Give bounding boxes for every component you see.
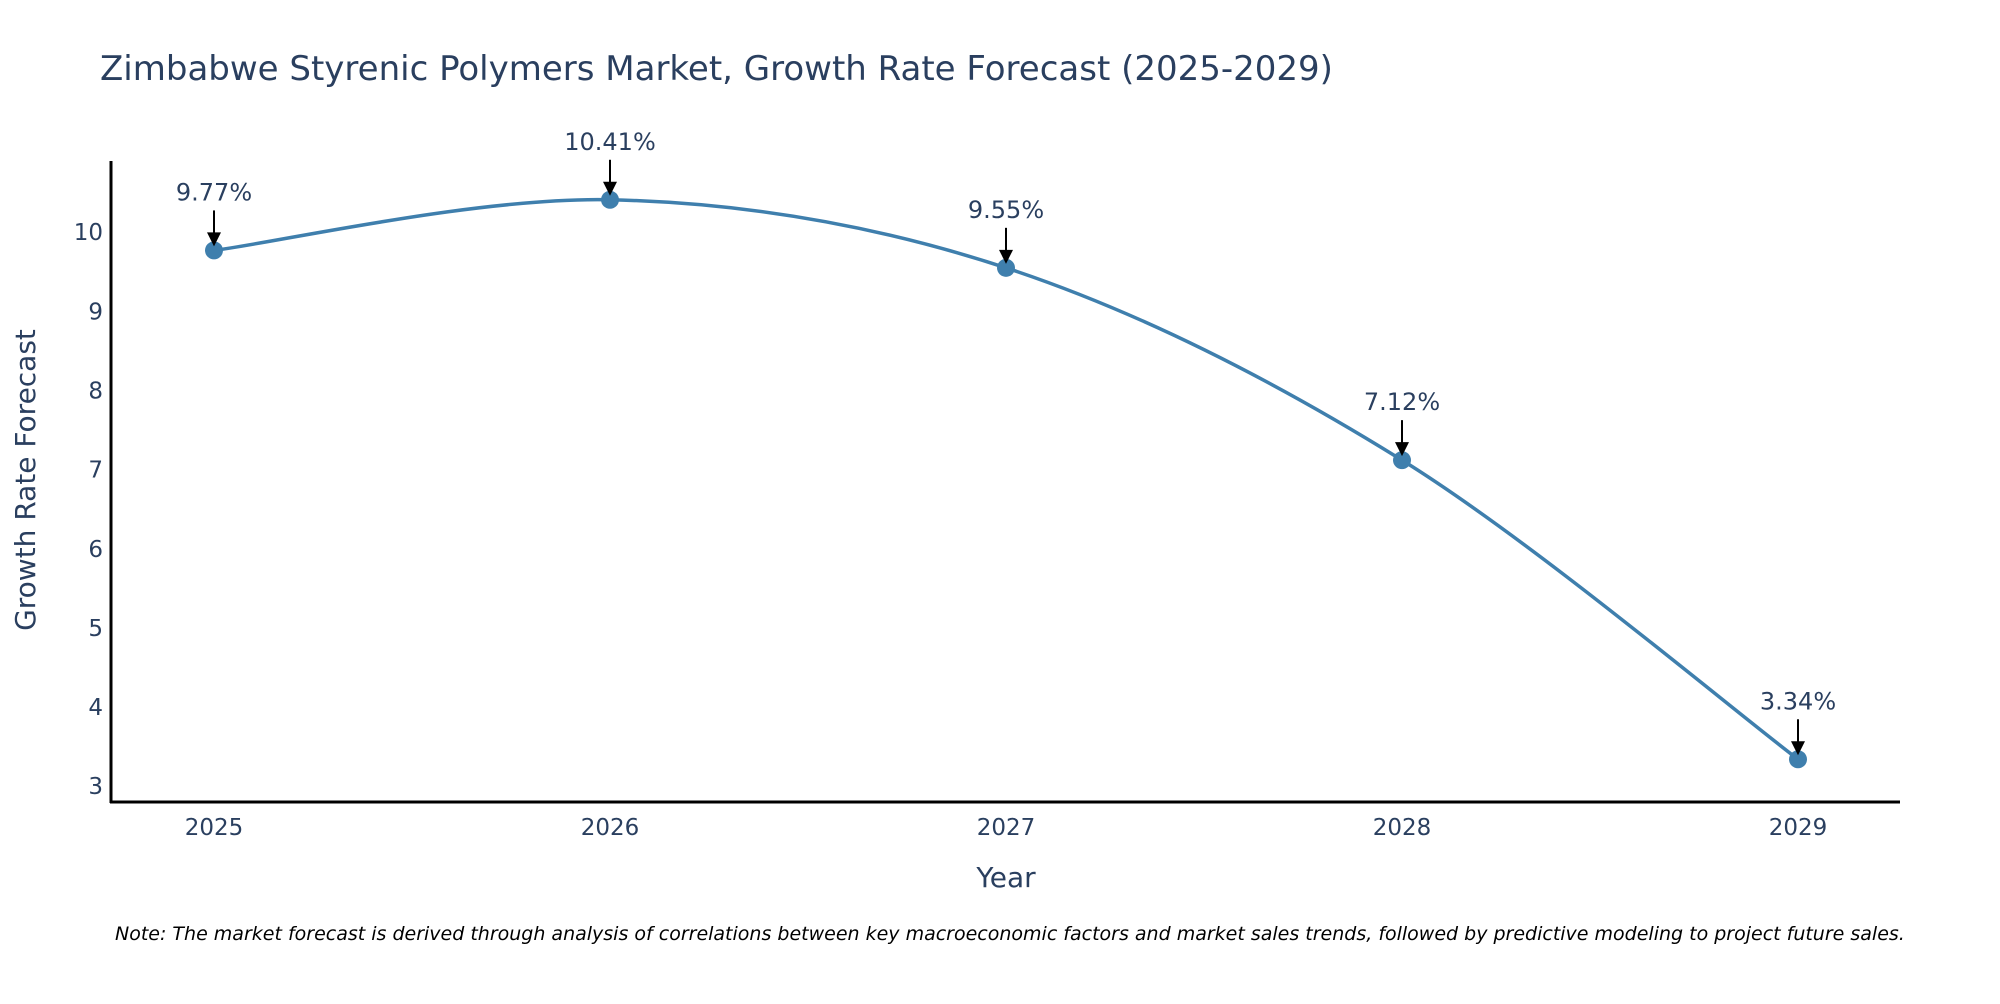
data-point [601, 190, 619, 209]
annotation-arrow-head [1791, 741, 1805, 756]
data-point [1393, 451, 1411, 470]
x-tick-label: 2028 [1373, 815, 1432, 841]
annotation-arrow-head [1395, 442, 1409, 457]
y-tick-label: 3 [88, 774, 103, 800]
y-tick-label: 5 [88, 616, 103, 642]
chart-title: Zimbabwe Styrenic Polymers Market, Growt… [100, 49, 1333, 89]
x-tick-label: 2026 [581, 815, 640, 841]
x-tick-label: 2025 [185, 815, 244, 841]
data-point [1789, 750, 1807, 769]
data-label: 9.77% [176, 178, 252, 206]
series-line [213, 197, 1800, 761]
data-label: 9.55% [968, 196, 1044, 224]
data-label: 7.12% [1364, 388, 1440, 416]
y-tick-label: 7 [88, 458, 103, 484]
y-tick-label: 4 [88, 695, 103, 721]
x-axis-title: Year [975, 861, 1036, 894]
y-tick-label: 6 [88, 537, 103, 563]
chart-note: Note: The market forecast is derived thr… [115, 923, 1905, 945]
y-tick-label: 10 [74, 220, 103, 246]
data-label: 10.41% [564, 128, 656, 156]
data-point [205, 241, 223, 260]
data-point [997, 258, 1015, 277]
y-axis-ticks: 3 4 5 6 7 8 9 10 [74, 220, 103, 800]
x-axis-ticks: 2025 2026 2027 2028 2029 [185, 815, 1828, 841]
annotation-arrow-head [207, 232, 221, 247]
data-points [205, 190, 1807, 769]
annotation-arrow-head [999, 249, 1013, 264]
y-tick-label: 8 [88, 378, 103, 404]
data-label: 3.34% [1760, 687, 1836, 715]
data-annotations: 9.77% 10.41% 9.55% 7.12% 3.34% [176, 128, 1836, 756]
annotation-arrow-head [603, 181, 617, 196]
y-tick-label: 9 [88, 299, 103, 325]
y-axis-title: Growth Rate Forecast [9, 329, 42, 631]
x-tick-label: 2027 [977, 815, 1036, 841]
x-tick-label: 2029 [1769, 815, 1828, 841]
